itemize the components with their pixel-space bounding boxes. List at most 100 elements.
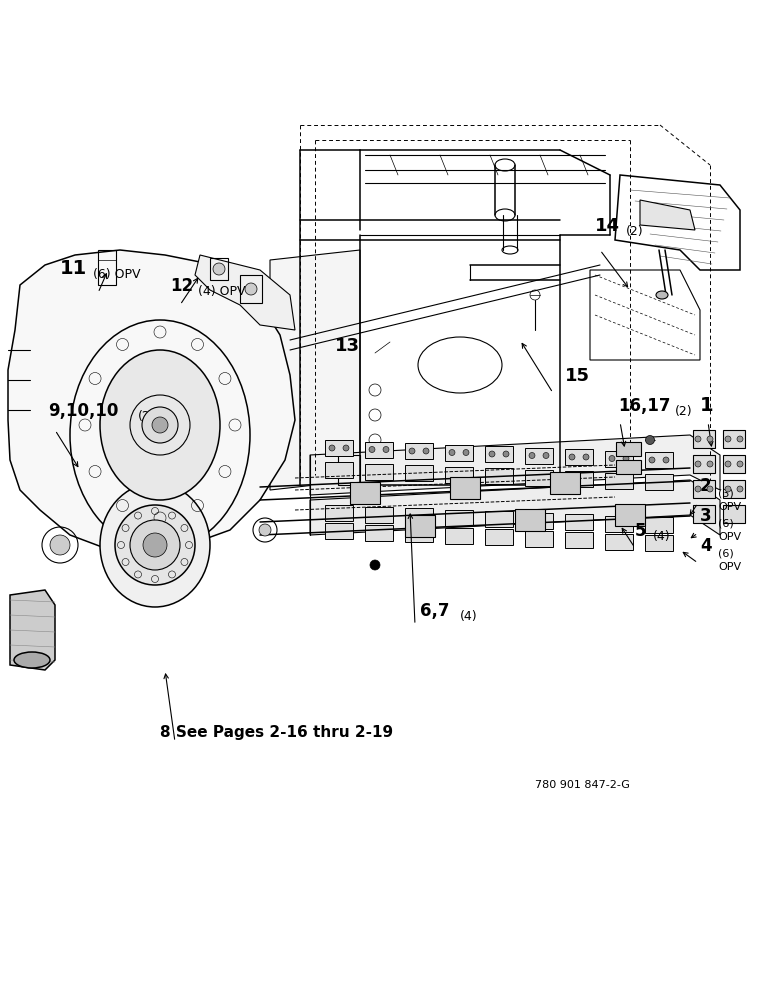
Circle shape	[707, 436, 713, 442]
Circle shape	[737, 436, 743, 442]
Bar	[365, 442, 393, 458]
Bar	[565, 449, 593, 465]
Circle shape	[343, 445, 349, 451]
Bar	[365, 464, 393, 480]
Circle shape	[383, 446, 389, 452]
Polygon shape	[10, 590, 55, 670]
Text: 11: 11	[60, 259, 87, 278]
Circle shape	[737, 461, 743, 467]
Circle shape	[213, 263, 225, 275]
Text: (6): (6)	[718, 518, 733, 528]
Text: 4: 4	[700, 537, 712, 555]
Bar	[645, 474, 673, 490]
Bar	[693, 505, 715, 523]
Bar	[525, 448, 553, 464]
Bar	[325, 523, 353, 539]
Bar	[723, 455, 745, 473]
Bar	[445, 444, 473, 460]
Bar	[325, 440, 353, 456]
Circle shape	[329, 445, 335, 451]
Bar	[693, 455, 715, 473]
Circle shape	[423, 448, 429, 454]
Polygon shape	[310, 480, 720, 535]
Bar	[616, 442, 641, 456]
Ellipse shape	[14, 652, 50, 668]
Text: (4): (4)	[653, 530, 671, 543]
Text: 3: 3	[700, 507, 712, 525]
Circle shape	[645, 436, 655, 444]
Bar	[645, 452, 673, 468]
Bar	[565, 514, 593, 530]
Text: 6,7: 6,7	[420, 602, 449, 620]
Circle shape	[725, 436, 731, 442]
Text: 13: 13	[335, 337, 360, 355]
Text: 16,17: 16,17	[618, 397, 671, 415]
Ellipse shape	[656, 291, 668, 299]
Ellipse shape	[100, 483, 210, 607]
Polygon shape	[640, 200, 695, 230]
Text: 780 901 847-2-G: 780 901 847-2-G	[535, 780, 630, 790]
Circle shape	[115, 505, 195, 585]
Circle shape	[463, 450, 469, 456]
Circle shape	[609, 456, 615, 462]
Bar	[515, 509, 545, 531]
Circle shape	[50, 535, 70, 555]
Circle shape	[737, 486, 743, 492]
Circle shape	[707, 461, 713, 467]
Bar	[325, 505, 353, 521]
Bar	[485, 529, 513, 545]
Circle shape	[649, 457, 655, 463]
Circle shape	[569, 454, 575, 460]
Circle shape	[409, 448, 415, 454]
Text: (6) OPV: (6) OPV	[93, 268, 141, 281]
Bar	[605, 473, 633, 488]
Polygon shape	[270, 250, 360, 490]
Bar	[210, 258, 228, 280]
Bar	[450, 477, 480, 499]
Circle shape	[725, 461, 731, 467]
Bar	[405, 443, 433, 459]
Bar	[525, 470, 553, 486]
Bar	[565, 532, 593, 548]
Text: 14: 14	[595, 217, 620, 235]
Circle shape	[695, 486, 701, 492]
Circle shape	[725, 486, 731, 492]
Bar	[605, 516, 633, 532]
Bar	[693, 430, 715, 448]
Circle shape	[130, 520, 180, 570]
Circle shape	[489, 451, 495, 457]
Circle shape	[529, 452, 535, 458]
Circle shape	[245, 283, 257, 295]
Bar	[723, 430, 745, 448]
Circle shape	[695, 461, 701, 467]
Bar	[723, 480, 745, 498]
Bar	[405, 465, 433, 481]
Bar	[365, 524, 393, 540]
Text: OPV: OPV	[718, 562, 741, 572]
Circle shape	[369, 446, 375, 452]
Bar	[485, 446, 513, 462]
Bar	[405, 508, 433, 524]
Bar	[525, 530, 553, 546]
Circle shape	[663, 457, 669, 463]
Bar	[565, 471, 593, 487]
Circle shape	[623, 456, 629, 462]
Polygon shape	[8, 250, 295, 555]
Bar	[350, 482, 380, 504]
Text: (2): (2)	[138, 410, 156, 423]
Bar	[550, 472, 580, 494]
Text: (2): (2)	[675, 405, 692, 418]
Bar	[445, 510, 473, 526]
Circle shape	[142, 407, 178, 443]
Text: OPV: OPV	[718, 502, 741, 512]
Text: 2: 2	[700, 477, 712, 495]
Bar	[605, 450, 633, 466]
Bar	[645, 535, 673, 551]
Bar	[525, 512, 553, 528]
Circle shape	[583, 454, 589, 460]
Bar	[615, 504, 645, 526]
Bar	[405, 515, 435, 537]
Bar	[485, 468, 513, 484]
Bar	[485, 511, 513, 527]
Bar	[723, 505, 745, 523]
